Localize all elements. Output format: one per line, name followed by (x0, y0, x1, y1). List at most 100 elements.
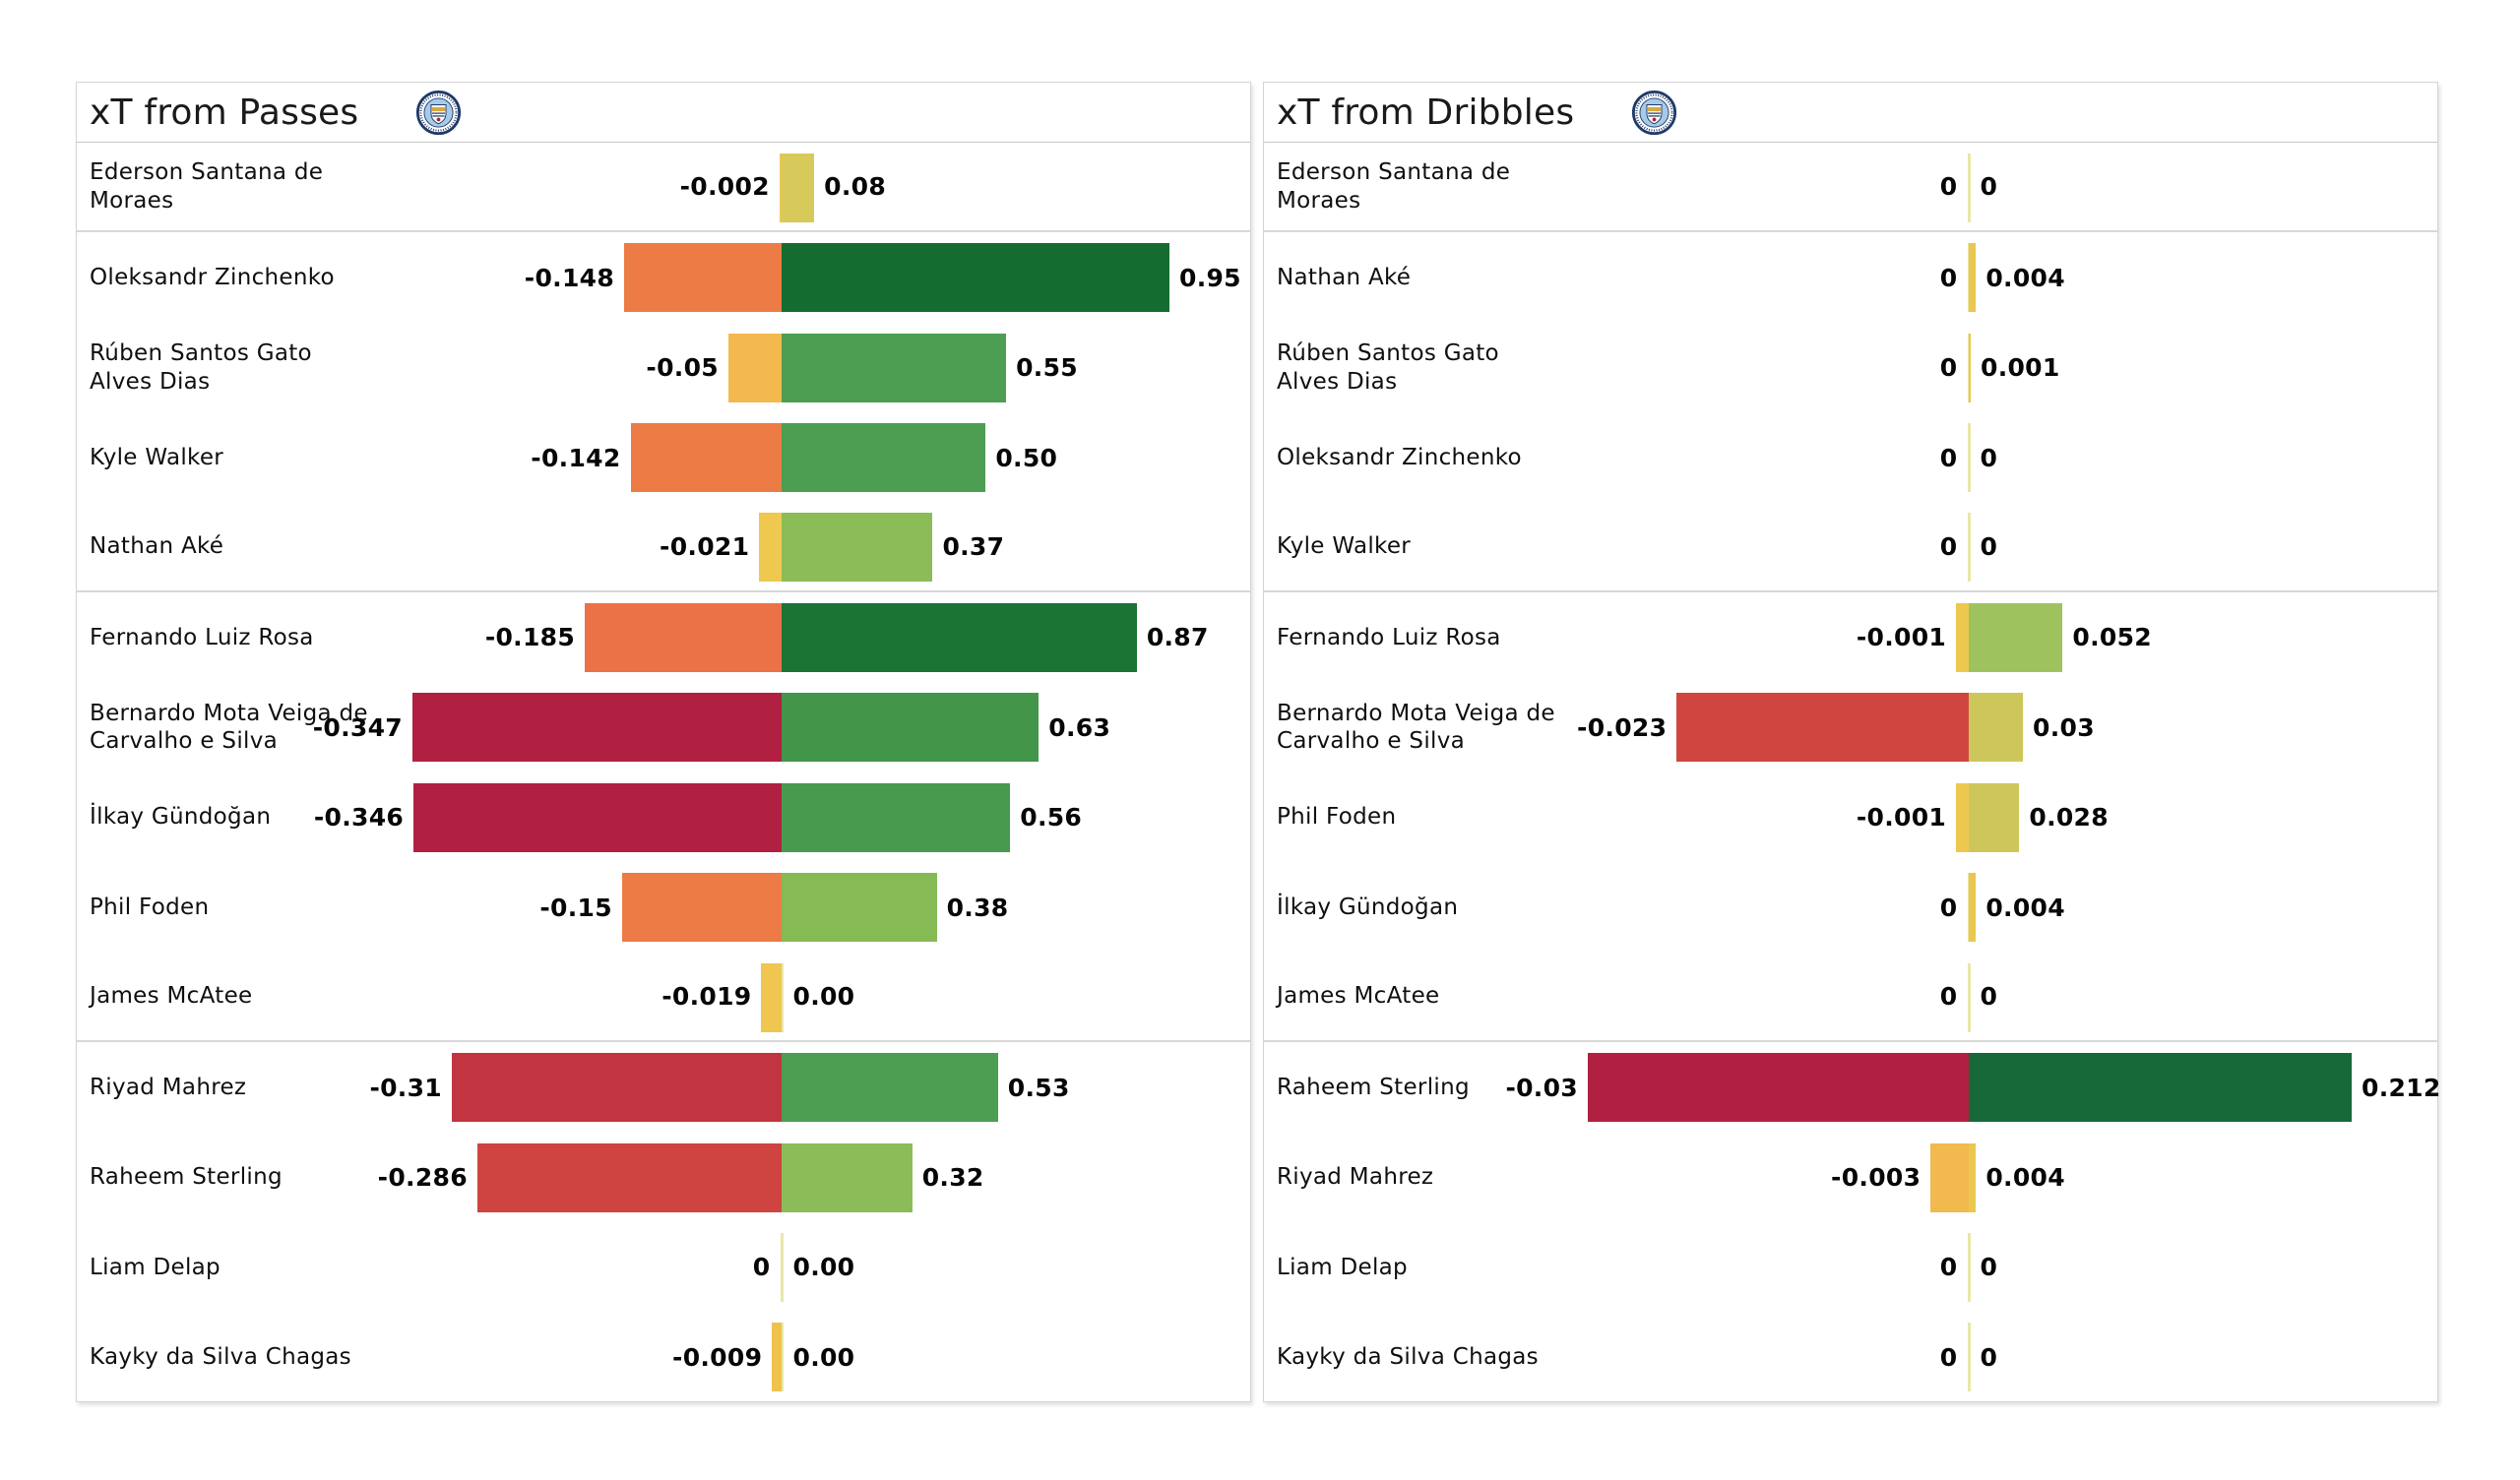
neg-xt-bar (1956, 782, 1969, 852)
panel-title: xT from Dribbles (1277, 92, 1575, 133)
player-row: Fernando Luiz Rosa -0.185 0.87 (77, 592, 1250, 682)
neg-value-label: 0 (1939, 172, 1958, 202)
neg-xt-bar (727, 333, 782, 402)
player-name: Kayky da Silva Chagas (90, 1344, 351, 1371)
player-name: Oleksandr Zinchenko (90, 264, 335, 290)
neg-value-label: -0.346 (313, 803, 405, 832)
pos-xt-bar (1969, 423, 1971, 492)
player-name: Nathan Aké (1277, 264, 1412, 290)
player-row: Raheem Sterling -0.03 0.212 (1264, 1042, 2440, 1132)
player-name: Phil Foden (1277, 804, 1397, 831)
neg-xt-bar (476, 1142, 782, 1212)
neg-xt-bar (759, 513, 782, 583)
neg-value-label: 0 (1939, 443, 1958, 472)
neg-xt-bar (1588, 1053, 1969, 1123)
player-row: Rúben Santos Gato Alves Dias 0 0.001 (1264, 323, 2437, 412)
pos-value-label: 0.004 (1985, 263, 2065, 292)
pos-xt-bar (782, 962, 784, 1032)
player-row: Fernando Luiz Rosa -0.001 0.052 (1264, 592, 2437, 682)
neg-value-label: -0.142 (531, 443, 621, 472)
pos-value-label: 0.028 (2029, 803, 2109, 832)
neg-value-label: -0.021 (660, 531, 750, 561)
player-name: İlkay Gündoğan (1277, 894, 1459, 920)
player-name: Ederson Santana de Moraes (1277, 158, 1511, 214)
neg-value-label: 0 (1939, 353, 1958, 383)
neg-value-label: -0.009 (672, 1342, 763, 1372)
pos-value-label: 0.63 (1048, 712, 1111, 742)
player-row: Ederson Santana de Moraes 0 0 (1264, 143, 2437, 233)
neg-value-label: 0 (1939, 263, 1958, 292)
pos-xt-bar (782, 1323, 784, 1392)
pos-value-label: 0.38 (946, 893, 1009, 922)
neg-xt-bar (452, 1053, 782, 1123)
pos-xt-bar (1969, 153, 1971, 222)
neg-xt-bar (585, 602, 782, 672)
neg-value-label: -0.05 (646, 353, 719, 383)
pos-xt-bar (782, 782, 1011, 852)
pos-value-label: 0 (1980, 1253, 1998, 1282)
neg-xt-bar (1967, 1323, 1969, 1392)
pos-value-label: 0.95 (1179, 263, 1241, 292)
pos-value-label: 0.001 (1981, 353, 2060, 383)
pos-value-label: 0.004 (1985, 1163, 2065, 1193)
panel-xt-from-passes: xT from Passes Ederson Santana de Moraes… (76, 82, 1251, 1402)
neg-value-label: 0 (752, 1253, 771, 1282)
pos-xt-bar (782, 693, 1040, 763)
player-row: Oleksandr Zinchenko -0.148 0.95 (77, 232, 1250, 322)
neg-xt-bar (1676, 693, 1969, 763)
pos-xt-bar (1969, 1323, 1971, 1392)
player-row: James McAtee -0.019 0.00 (77, 953, 1250, 1043)
pos-xt-bar (1969, 1232, 1971, 1302)
player-row: Kayky da Silva Chagas -0.009 0.00 (77, 1313, 1250, 1402)
neg-value-label: -0.15 (539, 893, 612, 922)
pos-xt-bar (782, 873, 937, 943)
player-name: Kyle Walker (90, 444, 224, 470)
pos-xt-bar (1969, 602, 2063, 672)
neg-xt-bar (779, 153, 782, 222)
pos-value-label: 0.03 (2033, 712, 2095, 742)
player-name: Kyle Walker (1277, 533, 1412, 560)
neg-value-label: -0.019 (662, 982, 752, 1012)
player-name: Raheem Sterling (90, 1164, 283, 1191)
neg-value-label: -0.001 (1856, 623, 1947, 652)
pos-xt-bar (782, 513, 933, 583)
player-name: Phil Foden (90, 894, 210, 920)
pos-value-label: 0 (1980, 443, 1998, 472)
neg-xt-bar (624, 243, 782, 313)
pos-value-label: 0.00 (792, 982, 855, 1012)
neg-value-label: -0.023 (1577, 712, 1668, 742)
pos-value-label: 0.53 (1007, 1073, 1070, 1102)
pos-xt-bar (782, 333, 1007, 402)
pos-xt-bar (782, 1232, 784, 1302)
rows-container: Ederson Santana de Moraes 0 0 Nathan Aké 0 0.… (1264, 143, 2440, 1402)
player-name: Riyad Mahrez (90, 1074, 247, 1100)
neg-xt-bar (1967, 243, 1969, 313)
rows-container: Ederson Santana de Moraes -0.002 0.08 Oleks… (77, 143, 1250, 1402)
player-name: Rúben Santos Gato Alves Dias (90, 339, 312, 395)
neg-xt-bar (621, 873, 782, 943)
player-name: Rúben Santos Gato Alves Dias (1277, 339, 1499, 395)
neg-xt-bar (1967, 333, 1969, 402)
panel-header: xT from Dribbles (1264, 83, 2437, 143)
neg-xt-bar (413, 782, 782, 852)
player-row: Kyle Walker -0.142 0.50 (77, 412, 1250, 502)
neg-value-label: -0.002 (679, 172, 770, 202)
pos-value-label: 0.87 (1146, 623, 1209, 652)
neg-value-label: -0.148 (524, 263, 615, 292)
pos-value-label: 0.32 (921, 1163, 984, 1193)
player-row: Rúben Santos Gato Alves Dias -0.05 0.55 (77, 323, 1250, 412)
player-row: Liam Delap 0 0 (1264, 1222, 2437, 1312)
manchester-city-crest-icon (1632, 90, 1677, 135)
player-name: Nathan Aké (90, 533, 224, 560)
pos-xt-bar (782, 243, 1169, 313)
neg-value-label: -0.185 (484, 623, 576, 652)
player-row: Nathan Aké -0.021 0.37 (77, 503, 1250, 593)
pos-value-label: 0 (1980, 1342, 1998, 1372)
pos-xt-bar (1969, 873, 1977, 943)
pos-value-label: 0.212 (2362, 1073, 2441, 1102)
pos-xt-bar (1969, 782, 2020, 852)
neg-value-label: 0 (1939, 1342, 1958, 1372)
pos-value-label: 0.00 (792, 1342, 855, 1372)
pos-xt-bar (1969, 513, 1971, 583)
